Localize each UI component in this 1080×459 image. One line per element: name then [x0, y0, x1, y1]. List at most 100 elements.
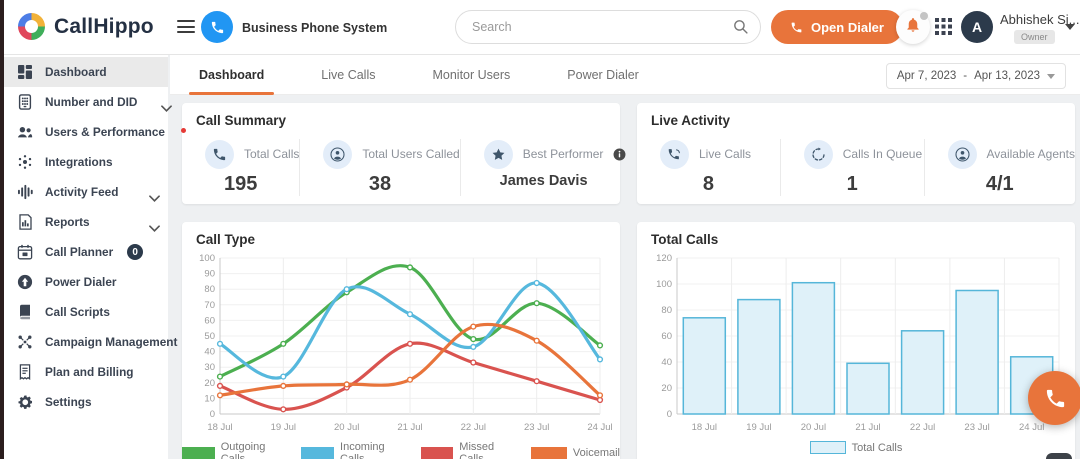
- svg-text:20 Jul: 20 Jul: [801, 422, 826, 433]
- svg-text:60: 60: [204, 315, 215, 326]
- legend-item-outgoing-calls[interactable]: Outgoing Calls: [182, 441, 286, 459]
- stat-total-users-called: Total Users Called 38: [300, 139, 461, 196]
- call-summary-stats: Total Calls 195 Total Users Called 38 Best P…: [182, 139, 626, 196]
- svg-text:70: 70: [204, 300, 215, 311]
- legend-item-total-calls[interactable]: Total Calls: [809, 441, 903, 454]
- sidebar-item-power-dialer[interactable]: Power Dialer: [4, 267, 168, 297]
- search-icon[interactable]: [732, 18, 749, 35]
- stat-value: 38: [368, 173, 392, 195]
- user-menu[interactable]: Abhishek Si... Owner: [1000, 12, 1080, 45]
- sidebar-item-badge: 0: [127, 244, 144, 260]
- billing-icon: [17, 364, 33, 381]
- tab-live-calls[interactable]: Live Calls: [321, 67, 376, 82]
- dashboard-icon: [17, 64, 33, 80]
- svg-text:20: 20: [661, 383, 672, 394]
- star-icon: [483, 139, 513, 169]
- svg-text:19 Jul: 19 Jul: [746, 422, 771, 433]
- queue-icon: [803, 139, 833, 169]
- users-icon: [17, 124, 33, 140]
- dialer-phone-icon: [790, 21, 803, 34]
- sidebar-item-label: Call Scripts: [45, 305, 110, 319]
- legend-item-incoming-calls[interactable]: Incoming Calls: [301, 441, 405, 459]
- call-summary-card: Call Summary Total Calls 195 Total Users C…: [181, 103, 626, 204]
- sidebar-item-label: Users & Performance: [45, 125, 165, 139]
- chevron-down-icon: [149, 189, 160, 202]
- date-range-start: Apr 7, 2023: [896, 70, 957, 82]
- stat-value: 1: [846, 173, 858, 195]
- svg-text:23 Jul: 23 Jul: [964, 422, 989, 433]
- callhippo-logo[interactable]: CallHippo: [18, 13, 154, 40]
- svg-text:20 Jul: 20 Jul: [334, 422, 359, 433]
- call-summary-title: Call Summary: [196, 113, 287, 128]
- svg-text:60: 60: [661, 331, 672, 342]
- call-type-chart-card: Call Type 0 10 20 30 40 50 60 70 80 90 100 18 Jul 19…: [182, 222, 620, 459]
- stat-value: 8: [702, 173, 714, 195]
- date-range-end: Apr 13, 2023: [974, 70, 1040, 82]
- callhippo-logo-icon: [18, 13, 45, 40]
- dialer-fab-button[interactable]: [1028, 371, 1080, 425]
- fab-phone-icon: [1044, 387, 1067, 410]
- svg-text:21 Jul: 21 Jul: [397, 422, 422, 433]
- svg-text:80: 80: [204, 284, 215, 295]
- sidebar-item-label: Call Planner: [45, 245, 114, 259]
- search-input[interactable]: [455, 10, 761, 44]
- tab-monitor-users[interactable]: Monitor Users: [432, 67, 511, 82]
- legend-item-voicemail[interactable]: Voicemail: [530, 446, 620, 459]
- svg-text:21 Jul: 21 Jul: [855, 422, 880, 433]
- alert-dot: [181, 128, 186, 133]
- user-caret-down-icon[interactable]: [1065, 24, 1075, 30]
- sidebar-item-call-scripts[interactable]: Call Scripts: [4, 297, 168, 327]
- svg-text:0: 0: [210, 409, 215, 420]
- tab-power-dialer[interactable]: Power Dialer: [567, 67, 639, 82]
- svg-text:18 Jul: 18 Jul: [207, 422, 232, 433]
- live-activity-title: Live Activity: [651, 113, 731, 128]
- sidebar-item-users-performance[interactable]: Users & Performance: [4, 117, 200, 147]
- sidebar-item-dashboard[interactable]: Dashboard: [4, 57, 168, 87]
- tab-dashboard[interactable]: Dashboard: [188, 55, 275, 95]
- sidebar-item-settings[interactable]: Settings: [4, 387, 168, 417]
- sidebar-item-integrations[interactable]: Integrations: [4, 147, 168, 177]
- stat-best-performer: Best Performer James Davis: [461, 139, 627, 196]
- sidebar-item-reports[interactable]: Reports: [4, 207, 168, 237]
- legend-label: Incoming Calls: [340, 441, 385, 459]
- bell-icon: [905, 17, 921, 38]
- call-type-legend: Outgoing Calls Incoming Calls Missed Calls…: [182, 441, 620, 459]
- svg-text:90: 90: [204, 269, 215, 280]
- total-calls-title: Total Calls: [651, 232, 719, 247]
- user-name: Abhishek Si...: [1000, 12, 1080, 27]
- svg-text:40: 40: [661, 357, 672, 368]
- date-range-separator: -: [963, 70, 968, 82]
- reports-icon: [17, 214, 33, 230]
- open-dialer-button[interactable]: Open Dialer: [771, 10, 903, 44]
- user-icon: [323, 139, 353, 169]
- search-box: [455, 10, 761, 44]
- info-icon[interactable]: [613, 148, 626, 161]
- product-name: Business Phone System: [242, 21, 388, 35]
- power-dialer-icon: [17, 274, 33, 290]
- stat-available-agents: Available Agents 4/1: [925, 139, 1076, 196]
- live-activity-stats: Live Calls 8 Calls In Queue 1 Available Agen…: [637, 139, 1075, 196]
- date-caret-down-icon: [1047, 73, 1055, 79]
- sidebar-item-campaign-management[interactable]: Campaign Management: [4, 327, 177, 357]
- svg-text:24 Jul: 24 Jul: [587, 422, 612, 433]
- notification-dot: [920, 12, 928, 20]
- legend-label: Total Calls: [851, 441, 903, 454]
- stat-label: Total Calls: [244, 147, 300, 161]
- avatar[interactable]: A: [961, 11, 993, 43]
- legend-item-missed-calls[interactable]: Missed Calls: [420, 441, 516, 459]
- stat-label: Available Agents: [986, 147, 1076, 161]
- date-range-picker[interactable]: Apr 7, 2023 - Apr 13, 2023: [885, 63, 1066, 89]
- scripts-icon: [17, 304, 33, 320]
- legend-swatch: [420, 446, 454, 459]
- svg-text:23 Jul: 23 Jul: [524, 422, 549, 433]
- sidebar-item-activity-feed[interactable]: Activity Feed: [4, 177, 168, 207]
- svg-text:40: 40: [204, 347, 215, 358]
- menu-icon[interactable]: [177, 20, 195, 37]
- sidebar-item-number-and-did[interactable]: Number and DID: [4, 87, 173, 117]
- sidebar-item-label: Settings: [45, 395, 92, 409]
- notifications-button[interactable]: [896, 10, 930, 44]
- svg-text:20: 20: [204, 378, 215, 389]
- apps-grid-button[interactable]: [934, 17, 953, 36]
- sidebar-item-plan-and-billing[interactable]: Plan and Billing: [4, 357, 168, 387]
- sidebar-item-call-planner[interactable]: Call Planner 0: [4, 237, 168, 267]
